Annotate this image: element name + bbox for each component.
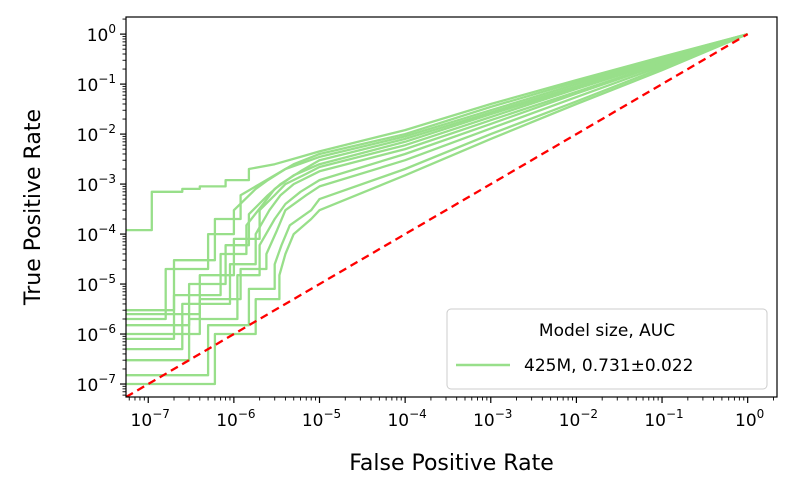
y-tick-label: 100	[87, 22, 116, 46]
series-layer	[126, 32, 749, 386]
roc-curve-10	[126, 33, 749, 377]
roc-curve-8	[126, 33, 749, 362]
y-tick-label: 10−7	[77, 372, 116, 396]
x-tick-label: 10−2	[559, 407, 598, 431]
x-tick-label: 10−4	[387, 407, 426, 431]
legend: Model size, AUC 425M, 0.731±0.022	[446, 308, 768, 390]
roc-curve-1	[126, 32, 748, 232]
legend-label-425m: 425M, 0.731±0.022	[524, 356, 694, 376]
roc-curve-3	[126, 32, 749, 321]
reference-line-layer	[126, 33, 749, 397]
x-tick-label: 10−5	[302, 407, 341, 431]
x-tick-label: 10−3	[473, 407, 512, 431]
x-tick-label: 10−6	[216, 407, 255, 431]
roc-curve-9	[126, 33, 749, 336]
y-tick-label: 10−2	[77, 122, 116, 146]
roc-curve-11	[126, 33, 749, 386]
ticks-layer: 10−7 10−6 10−5 10−4 10−3 10−2 10−1 100 10−7 10−6 1…	[77, 18, 774, 431]
roc-curve-7	[126, 33, 749, 351]
y-tick-label: 10−1	[77, 72, 116, 96]
y-axis-title: True Positive Rate	[21, 109, 46, 306]
x-tick-label: 10−7	[131, 407, 170, 431]
y-tick-label: 10−3	[77, 172, 116, 196]
y-tick-label: 10−6	[77, 322, 116, 346]
legend-box	[446, 308, 768, 390]
x-tick-label: 100	[735, 407, 764, 431]
chance-diagonal-line	[126, 33, 749, 397]
plot-frame	[125, 16, 778, 398]
legend-title: Model size, AUC	[539, 321, 675, 341]
roc-curve-5	[126, 33, 749, 341]
y-tick-label: 10−5	[77, 272, 116, 296]
roc-curve-6	[126, 33, 749, 316]
x-axis-title: False Positive Rate	[349, 451, 553, 476]
y-tick-label: 10−4	[77, 222, 116, 246]
x-tick-label: 10−1	[644, 407, 683, 431]
